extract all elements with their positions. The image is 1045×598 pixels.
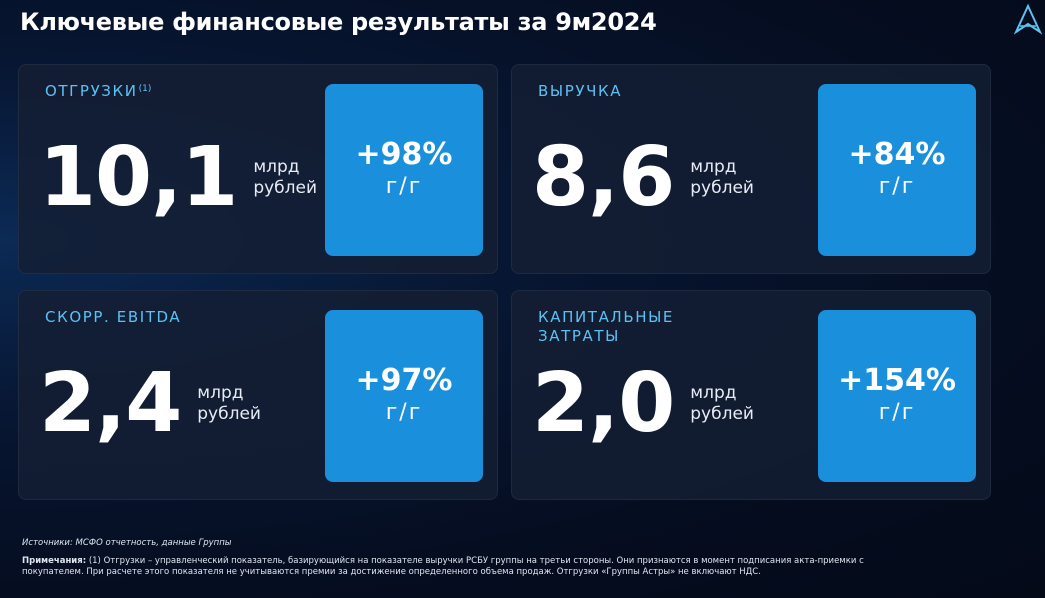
title: Ключевые финансовые результаты за 9м2024 bbox=[20, 8, 657, 36]
value-row: 2,0 млрд рублей bbox=[532, 359, 754, 449]
metric-card: СКОРР. EBITDA 2,4 млрд рублей +97% г/г bbox=[18, 290, 498, 500]
metric-value: 2,0 bbox=[532, 356, 675, 451]
change-basis: г/г bbox=[878, 174, 916, 199]
notes: Примечания: (1) Отгрузки – управленчески… bbox=[22, 556, 882, 578]
unit-line: рублей bbox=[690, 404, 754, 424]
metric-label: КАПИТАЛЬНЫЕ ЗАТРАТЫ bbox=[538, 308, 708, 346]
logo bbox=[1014, 4, 1042, 35]
unit-line: млрд bbox=[690, 383, 737, 403]
metric-label: ОТГРУЗКИ(1) bbox=[45, 82, 151, 101]
change-basis: г/г bbox=[385, 400, 423, 425]
change-value: +97% bbox=[355, 363, 453, 398]
change-box: +98% г/г bbox=[325, 84, 483, 256]
change-value: +154% bbox=[838, 363, 956, 398]
value-row: 8,6 млрд рублей bbox=[532, 133, 754, 223]
change-basis: г/г bbox=[385, 174, 423, 199]
change-value: +98% bbox=[355, 137, 453, 172]
unit-line: рублей bbox=[690, 178, 754, 198]
notes-label: Примечания: bbox=[22, 556, 87, 566]
sources: Источники: МСФО отчетность, данные Групп… bbox=[22, 538, 232, 548]
unit-line: млрд bbox=[690, 157, 737, 177]
change-box: +84% г/г bbox=[818, 84, 976, 256]
label-note: (1) bbox=[138, 84, 152, 94]
metric-value: 2,4 bbox=[39, 356, 182, 451]
value-row: 10,1 млрд рублей bbox=[39, 133, 317, 223]
unit-line: рублей bbox=[253, 178, 318, 198]
change-basis: г/г bbox=[878, 400, 916, 425]
unit: млрд рублей bbox=[690, 383, 754, 425]
unit: млрд рублей bbox=[197, 383, 261, 425]
label-text: ВЫРУЧКА bbox=[538, 82, 623, 100]
change-box: +154% г/г bbox=[818, 310, 976, 482]
value-row: 2,4 млрд рублей bbox=[39, 359, 261, 449]
metric-card: ОТГРУЗКИ(1) 10,1 млрд рублей +98% г/г bbox=[18, 64, 498, 274]
unit: млрд рублей bbox=[253, 157, 317, 199]
metric-label: ВЫРУЧКА bbox=[538, 82, 622, 101]
metric-label: СКОРР. EBITDA bbox=[45, 308, 181, 327]
label-text: КАПИТАЛЬНЫЕ ЗАТРАТЫ bbox=[538, 308, 674, 345]
unit-line: млрд bbox=[253, 157, 300, 177]
label-text: СКОРР. EBITDA bbox=[45, 308, 182, 326]
footer: Источники: МСФО отчетность, данные Групп… bbox=[22, 538, 882, 578]
change-value: +84% bbox=[848, 137, 946, 172]
notes-text: (1) Отгрузки – управленческий показатель… bbox=[22, 556, 864, 577]
unit-line: рублей bbox=[197, 404, 261, 424]
change-box: +97% г/г bbox=[325, 310, 483, 482]
metric-card: ВЫРУЧКА 8,6 млрд рублей +84% г/г bbox=[511, 64, 991, 274]
unit: млрд рублей bbox=[690, 157, 754, 199]
metric-value: 10,1 bbox=[39, 130, 238, 225]
metric-card: КАПИТАЛЬНЫЕ ЗАТРАТЫ 2,0 млрд рублей +154% г/г bbox=[511, 290, 991, 500]
label-text: ОТГРУЗКИ bbox=[45, 82, 138, 100]
metric-value: 8,6 bbox=[532, 130, 675, 225]
unit-line: млрд bbox=[197, 383, 244, 403]
